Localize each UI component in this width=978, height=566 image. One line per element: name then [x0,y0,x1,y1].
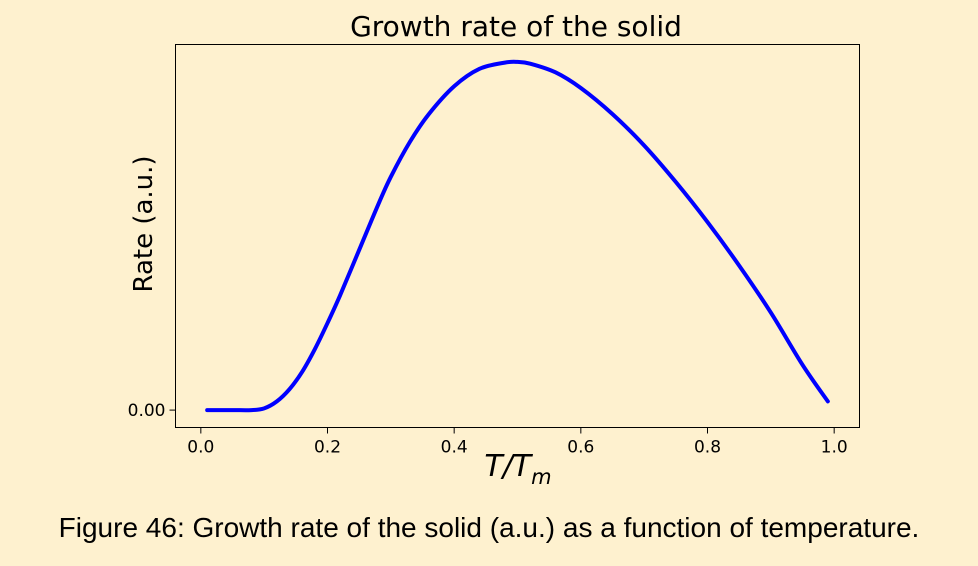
x-axis-label-subscript: m [531,465,551,489]
y-tick-label: 0.00 [128,401,166,421]
x-tick-label: 0.2 [314,438,341,458]
plot-area [175,44,860,428]
x-tick-label: 0.8 [694,438,721,458]
x-tick-label: 0.4 [441,438,468,458]
figure-caption: Figure 46: Growth rate of the solid (a.u… [58,512,920,543]
y-axis-ticks: 0.00 [128,401,176,421]
x-axis-ticks: 0.0 0.2 0.4 0.6 0.8 1.0 [187,427,848,458]
x-tick-label: 0.6 [567,438,594,458]
series-layer [205,59,830,413]
x-axis-label: T/Tm [484,449,551,489]
growth-rate-line [205,59,830,413]
x-tick-label: 1.0 [821,438,848,458]
y-axis-label: Rate (a.u.) [129,155,159,292]
x-axis-label-main: T/T [484,449,533,484]
growth-rate-chart: Growth rate of the solid 0.0 0.2 0.4 0.6 0.8… [128,10,860,489]
x-tick-label: 0.0 [187,438,214,458]
chart-title: Growth rate of the solid [350,10,682,43]
